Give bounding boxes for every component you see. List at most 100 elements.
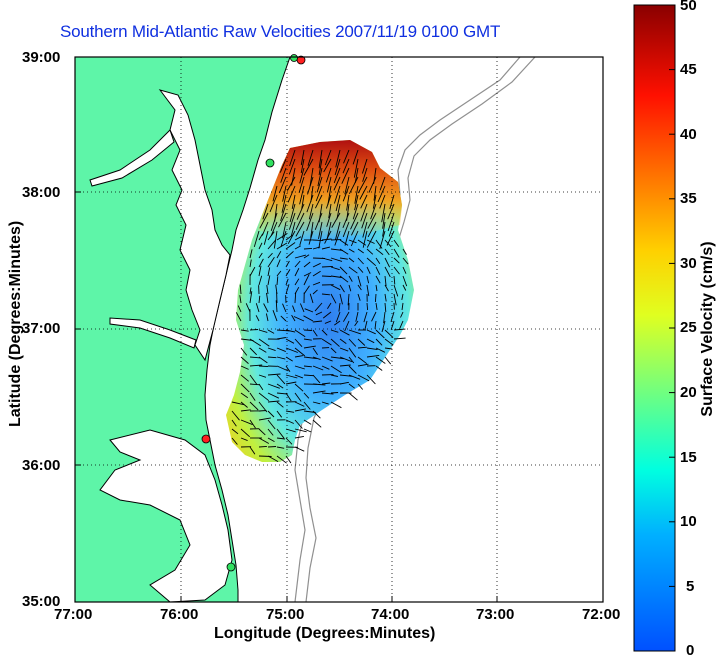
velocity-arrow <box>366 257 377 267</box>
velocity-arrow <box>303 365 312 368</box>
velocity-arrow <box>327 176 332 192</box>
velocity-arrow <box>384 248 390 256</box>
velocity-arrow <box>366 230 377 248</box>
velocity-arrow <box>371 311 377 322</box>
velocity-arrow <box>278 176 287 194</box>
colorbar-label: Surface Velocity (cm/s) <box>699 241 716 417</box>
x-tick-label: 75:00 <box>266 606 305 623</box>
colorbar-tick-label: 20 <box>680 384 697 401</box>
velocity-arrow <box>249 392 256 401</box>
velocity-arrow <box>364 320 368 331</box>
velocity-arrow <box>276 233 288 241</box>
velocity-arrow <box>366 239 375 244</box>
colorbar-tick-label: 30 <box>680 255 697 272</box>
velocity-arrow <box>231 401 245 406</box>
velocity-arrow <box>294 365 305 370</box>
velocity-arrow <box>321 338 332 346</box>
velocity-arrow <box>330 392 339 394</box>
velocity-arrow <box>375 284 378 292</box>
velocity-arrow <box>276 347 286 353</box>
velocity-arrow <box>309 167 314 187</box>
velocity-arrow <box>258 338 270 347</box>
velocity-arrow <box>294 267 300 277</box>
velocity-arrow <box>285 242 296 250</box>
velocity-arrow <box>249 446 256 455</box>
velocity-arrow <box>393 293 397 306</box>
colorbar-tick-label: 10 <box>680 513 697 530</box>
velocity-arrow <box>267 383 280 389</box>
velocity-arrow <box>326 212 332 227</box>
velocity-arrow <box>285 374 298 379</box>
velocity-arrow <box>312 401 321 405</box>
velocity-arrow <box>303 345 316 349</box>
velocity-arrow <box>276 356 286 360</box>
river-james <box>109 317 197 349</box>
velocity-arrow <box>382 221 386 237</box>
velocity-arrow <box>384 302 387 312</box>
velocity-arrow <box>348 356 355 364</box>
velocity-arrow <box>384 257 391 268</box>
velocity-arrow <box>291 194 296 209</box>
y-tick-label: 37:00 <box>22 320 61 337</box>
velocity-arrow <box>267 373 281 376</box>
velocity-arrow <box>249 266 256 277</box>
velocity-arrow <box>334 158 341 176</box>
velocity-arrow <box>276 428 285 439</box>
velocity-arrow <box>312 239 324 242</box>
velocity-arrow <box>330 356 344 360</box>
velocity-arrow <box>280 315 287 322</box>
velocity-arrow <box>366 266 371 274</box>
velocity-arrow <box>276 365 289 372</box>
y-tick-label: 39:00 <box>22 49 61 66</box>
velocity-arrow <box>267 329 275 334</box>
velocity-arrow <box>325 194 332 209</box>
velocity-arrow <box>339 364 351 367</box>
velocity-arrow <box>300 158 305 174</box>
velocity-arrow <box>314 212 323 230</box>
velocity-arrow <box>357 284 362 291</box>
velocity-arrow <box>240 374 249 382</box>
velocity-arrow <box>276 455 287 464</box>
velocity-arrow <box>354 167 359 183</box>
velocity-arrow <box>258 410 267 412</box>
x-axis-label: Longitude (Degrees:Minutes) <box>214 625 436 642</box>
velocity-arrow <box>348 365 357 374</box>
velocity-arrow <box>290 221 296 236</box>
velocity-arrow <box>357 248 364 254</box>
velocity-arrow <box>402 257 409 265</box>
velocity-arrow <box>339 338 347 344</box>
y-tick-label: 35:00 <box>22 593 61 610</box>
velocity-arrow <box>330 284 341 291</box>
velocity-arrow <box>357 176 368 194</box>
velocity-arrow <box>350 212 359 230</box>
velocity-arrow <box>348 176 359 195</box>
velocity-arrow <box>245 303 251 313</box>
velocity-arrow <box>303 428 312 433</box>
velocity-arrow <box>330 266 340 271</box>
velocity-arrow <box>294 408 306 412</box>
velocity-arrow <box>276 446 285 449</box>
velocity-arrow <box>357 363 369 367</box>
velocity-arrow <box>288 158 296 175</box>
velocity-arrow <box>253 230 260 248</box>
velocity-arrow <box>273 230 278 249</box>
velocity-arrow <box>288 212 296 230</box>
velocity-arrow <box>375 356 386 364</box>
velocity-arrow <box>310 221 314 238</box>
velocity-arrow <box>387 203 395 220</box>
velocity-arrow <box>285 329 296 333</box>
velocity-arrow <box>259 212 269 229</box>
velocity-arrow <box>267 239 276 250</box>
velocity-arrow <box>333 176 341 191</box>
velocity-arrow <box>359 185 368 200</box>
velocity-arrow <box>350 230 359 247</box>
velocity-arrow <box>343 149 350 164</box>
velocity-arrow <box>285 260 290 268</box>
velocity-arrow <box>258 455 272 457</box>
colorbar <box>633 4 676 652</box>
velocity-arrow <box>348 248 355 253</box>
velocity-arrow <box>307 149 314 166</box>
velocity-arrow <box>350 221 359 236</box>
velocity-arrow <box>258 365 269 368</box>
velocity-arrow <box>334 320 341 326</box>
